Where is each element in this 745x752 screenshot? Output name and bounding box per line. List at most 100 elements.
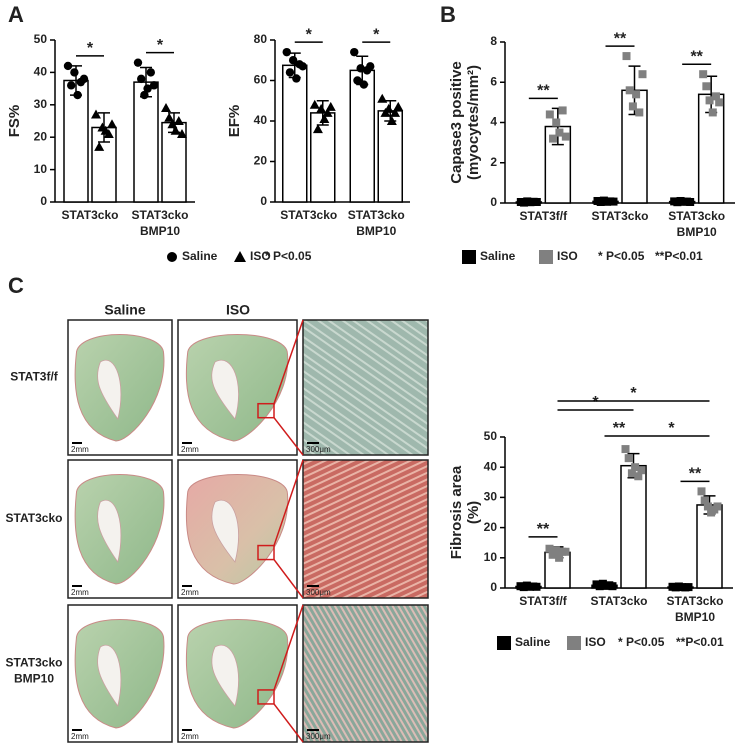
- scale-bar-label: 2mm: [71, 445, 89, 454]
- legend-note: * P<0.05: [598, 249, 645, 263]
- data-point: [548, 550, 557, 559]
- bar: [133, 81, 159, 203]
- y-tick-label: 8: [490, 34, 497, 48]
- data-point: [107, 119, 117, 129]
- data-point: [383, 103, 394, 113]
- scale-bar-label: 2mm: [71, 732, 89, 741]
- data-point: [79, 74, 89, 84]
- data-point: [558, 106, 567, 115]
- y-tick-label: 20: [484, 520, 498, 534]
- data-point: [632, 90, 641, 99]
- data-point: [133, 58, 143, 67]
- zoom-box: [257, 544, 275, 561]
- ventricle-cavity: [211, 644, 239, 707]
- data-point: [377, 93, 388, 103]
- y-axis-label: FS%: [6, 105, 23, 138]
- data-point: [386, 116, 397, 125]
- legend-swatch: [497, 636, 511, 650]
- x-tick-label: STAT3cko: [592, 209, 649, 223]
- data-point: [637, 466, 646, 475]
- data-point: [91, 109, 101, 119]
- bar: [377, 110, 403, 203]
- legend-label: Saline: [515, 635, 551, 649]
- legend-swatch: [167, 252, 177, 262]
- legend-label: ISO: [585, 635, 606, 649]
- y-tick-label: 50: [484, 429, 498, 443]
- data-point: [561, 547, 570, 556]
- data-point: [697, 487, 706, 496]
- ventricle-cavity: [97, 359, 122, 420]
- scale-bar-label: 2mm: [181, 588, 199, 597]
- column-label: Saline: [104, 302, 145, 318]
- significance-label: **: [537, 521, 550, 538]
- zoom-line: [273, 319, 304, 404]
- significance-label: *: [592, 394, 599, 411]
- panel-label: B: [440, 2, 456, 27]
- data-point: [146, 68, 155, 77]
- data-point: [703, 502, 712, 511]
- scale-bar-label: 300μm: [306, 445, 331, 454]
- data-point: [164, 112, 175, 122]
- data-point: [555, 553, 564, 562]
- data-point: [298, 62, 307, 71]
- data-point: [609, 197, 618, 206]
- y-tick-label: 60: [254, 73, 268, 87]
- data-point: [705, 96, 714, 105]
- significance-label: **: [613, 420, 626, 437]
- data-point: [63, 61, 73, 71]
- zoom-box: [257, 402, 275, 419]
- data-point: [285, 68, 295, 77]
- legend-label: ISO: [250, 249, 271, 263]
- y-tick-label: 50: [34, 32, 48, 46]
- y-tick-label: 20: [34, 129, 48, 143]
- data-point: [170, 125, 181, 135]
- y-tick-label: 0: [490, 580, 497, 594]
- data-point: [103, 128, 114, 138]
- ventricle-cavity: [211, 499, 239, 563]
- data-point: [353, 76, 362, 85]
- legend-swatch: [234, 251, 246, 262]
- data-point: [700, 496, 709, 505]
- y-tick-label: 10: [484, 550, 498, 564]
- data-point: [638, 70, 647, 79]
- scale-bar-label: 2mm: [71, 588, 89, 597]
- zoom-line: [273, 559, 304, 599]
- data-point: [686, 197, 695, 206]
- data-point: [312, 124, 323, 134]
- y-tick-label: 0: [40, 194, 47, 208]
- data-point: [631, 463, 640, 472]
- x-tick-label: STAT3f/f: [520, 209, 569, 223]
- data-point: [555, 128, 564, 137]
- data-point: [552, 118, 561, 127]
- y-axis-label: Capase3 positive(myocytes/mm²): [448, 61, 482, 184]
- data-point: [316, 103, 327, 113]
- legend-label: Saline: [480, 249, 516, 263]
- data-point: [292, 74, 301, 83]
- bar: [282, 64, 308, 203]
- y-tick-label: 4: [490, 115, 497, 129]
- data-point: [635, 108, 644, 117]
- data-point: [708, 108, 717, 117]
- legend-swatch: [567, 636, 581, 650]
- significance-label: **: [537, 83, 550, 100]
- significance-label: **: [690, 48, 703, 65]
- ventricle-cavity: [211, 359, 239, 420]
- bar: [696, 504, 723, 589]
- data-point: [173, 116, 184, 125]
- data-point: [143, 84, 152, 93]
- data-point: [545, 110, 554, 119]
- data-point: [167, 119, 178, 129]
- row-label: STAT3cko BMP10: [6, 656, 63, 686]
- zoom-box: [257, 689, 275, 705]
- y-tick-label: 2: [490, 155, 497, 169]
- histology: STAT3f/f 2mm 2mm 300μm STAT3cko 2mm 2mm 300μm ST…: [6, 319, 429, 743]
- significance-label: *: [668, 420, 675, 437]
- zoom-line: [273, 703, 304, 743]
- data-point: [137, 74, 146, 84]
- y-tick-label: 6: [490, 74, 497, 88]
- data-point: [624, 454, 633, 463]
- data-point: [67, 81, 76, 90]
- zoom-line: [273, 459, 304, 546]
- y-tick-label: 20: [254, 154, 268, 168]
